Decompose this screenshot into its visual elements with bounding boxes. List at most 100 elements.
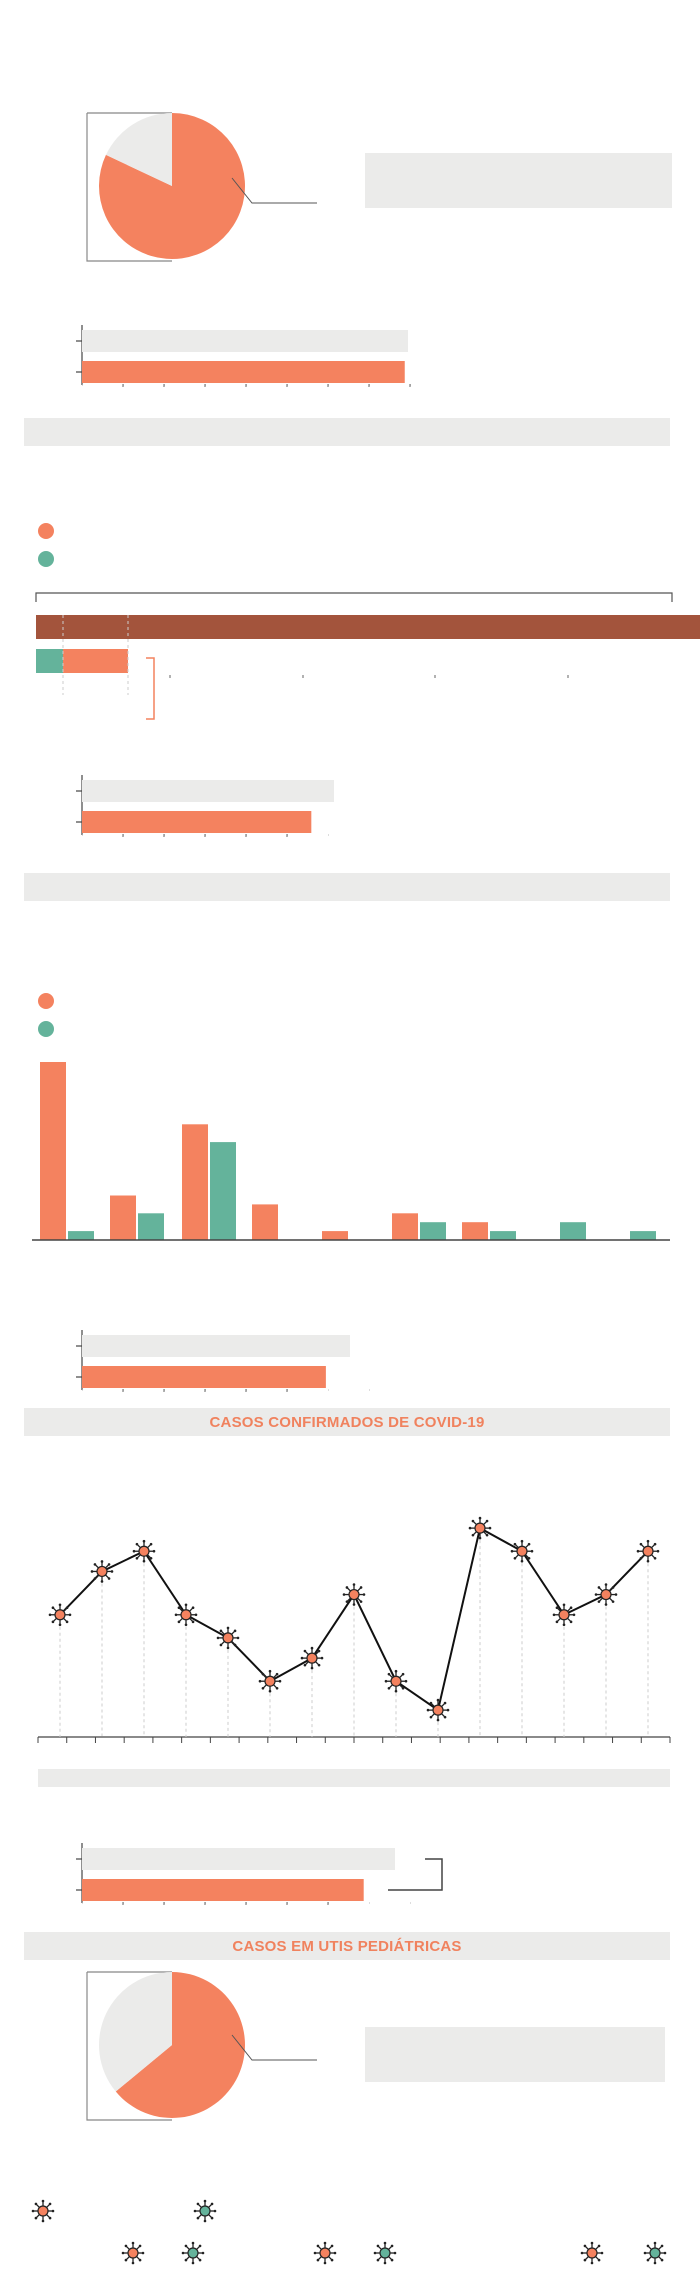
hbar-bar-0 [82,780,334,802]
virus-spike-tip [443,1715,447,1719]
virus-spike-tip [48,2202,52,2206]
virus-spike-tip [303,1663,307,1667]
virus-spike-tip [226,1646,230,1650]
virus-spike-tip [203,2199,207,2203]
virus-icon-3 [181,2241,205,2265]
legend-dot-orange-2 [38,993,54,1009]
virus-spike-tip [138,2244,142,2248]
virus-spike-tip [352,1583,356,1586]
col-bar-teal-1 [138,1213,164,1240]
pie-slice-1 [98,1972,172,2092]
virus-spike-tip [394,1669,398,1673]
virus-spike-tip [600,2251,604,2255]
virus-spike-tip [597,2258,601,2262]
virus-spike-tip [485,1533,489,1537]
virus-spike-tip [342,1593,346,1596]
virus-spike-tip [34,2216,38,2220]
virus-spike-tip [485,1519,489,1523]
stack-bar-orange [63,649,128,673]
pie-frame [86,112,172,262]
line-point-0 [48,1603,72,1627]
virus-spike-tip [401,1686,405,1690]
line-chart [37,1516,671,1743]
virus-spike-tip [436,1698,440,1702]
virus-spike-tip [362,1593,366,1596]
pie-chart-1 [86,112,317,262]
column-chart [32,1062,670,1241]
virus-spike-tip [300,1656,304,1660]
virus-spike-tip [387,1672,391,1676]
virus-body [474,1522,486,1534]
virus-spike-tip [590,2261,594,2265]
virus-spike-tip [604,1603,608,1606]
virus-spike-tip [100,1560,104,1563]
hbar-bar-1 [82,361,405,383]
virus-spike-tip [124,2258,128,2262]
virus-spike-tip [552,1613,556,1617]
virus-spike-tip [310,1666,314,1670]
virus-spike-tip [316,2244,320,2248]
virus-spike-tip [660,2258,664,2262]
virus-spike-tip [373,2251,377,2255]
pie-slice-1 [105,113,172,186]
virus-spike-tip [193,2209,197,2213]
line-point-10 [468,1516,492,1540]
virus-spike-tip [313,2251,317,2255]
virus-spike-tip [429,1715,433,1719]
pie-chart-2 [86,1971,317,2121]
virus-spike-tip [488,1526,492,1530]
virus-spike-tip [436,1718,440,1722]
virus-spike-tip [93,1577,97,1580]
virus-spike-tip [333,2251,337,2255]
virus-spike-tip [323,2261,327,2265]
virus-spike-tip [594,1593,598,1596]
virus-spike-tip [278,1679,282,1683]
virus-spike-tip [141,2251,145,2255]
line-point-11 [510,1539,534,1563]
virus-body [348,1588,360,1601]
virus-spike-tip [429,1701,433,1705]
virus-spike-tip [219,1629,223,1633]
virus-spike-tip [100,1580,104,1583]
virus-spike-tip [345,1600,349,1603]
virus-spike-tip [317,1649,321,1653]
col-bar-orange-0 [40,1062,66,1240]
virus-spike-tip [583,2244,587,2248]
virus-spike-tip [268,1669,272,1673]
placeholder-box-2 [365,2027,665,2082]
virus-spike-tip [513,1556,517,1560]
col-bar-teal-8 [560,1222,586,1240]
virus-spike-tip [135,1542,139,1546]
virus-spike-tip [316,2258,320,2262]
hbar-bar-0 [82,330,408,352]
virus-body [180,1609,192,1621]
legend-dot-teal [38,551,54,567]
virus-spike-tip [93,1563,97,1566]
virus-body [390,1675,402,1687]
col-bar-teal-2 [210,1142,236,1240]
stack-bar-total [36,615,700,639]
col-bar-orange-7 [462,1222,488,1240]
section-band-3 [38,1769,670,1787]
virus-spike-tip [530,1549,534,1553]
col-bar-teal-6 [420,1222,446,1240]
virus-icon-2 [121,2241,145,2265]
virus-spike-tip [191,2261,195,2265]
virus-body [222,1632,234,1644]
virus-spike-tip [393,2251,397,2255]
virus-spike-tip [611,1600,615,1603]
virus-spike-tip [275,1672,279,1676]
line-point-14 [636,1539,660,1563]
virus-spike-tip [527,1542,531,1546]
col-bar-teal-9 [630,1231,656,1240]
virus-spike-tip [177,1620,181,1624]
virus-spike-tip [352,1603,356,1606]
virus-spike-tip [58,1603,62,1607]
virus-spike-tip [653,2241,657,2245]
virus-spike-tip [181,2251,185,2255]
virus-spike-tip [261,1686,265,1690]
virus-spike-tip [34,2202,38,2206]
virus-body [138,1545,150,1557]
bracket-line [388,1858,443,1891]
virus-spike-tip [520,1539,524,1543]
